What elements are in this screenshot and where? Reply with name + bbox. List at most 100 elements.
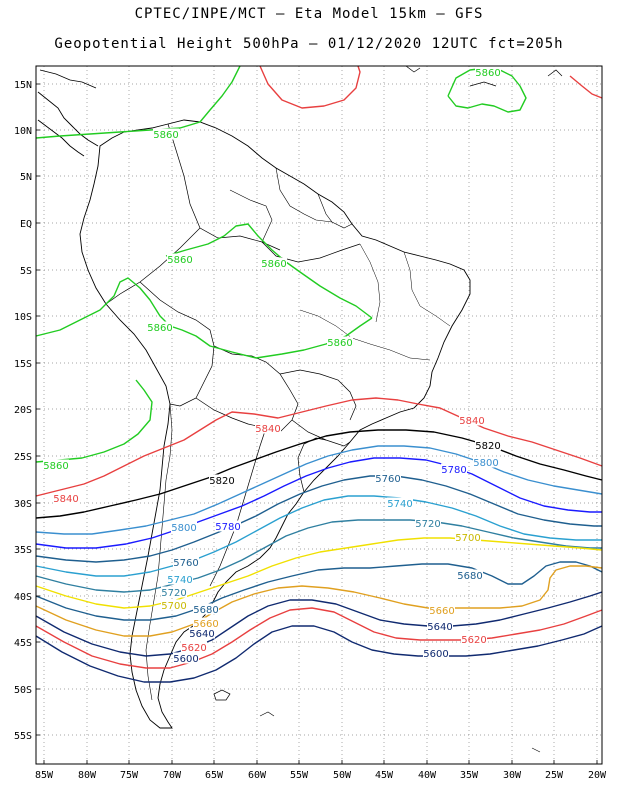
contour-label: 5860 [153,130,178,141]
latitude-label: 50S [14,685,32,696]
latitude-label: 15S [14,359,32,370]
contour-label-background [193,617,219,629]
contour-label-background [327,336,353,348]
latitude-label: 5S [20,266,32,277]
contour-label: 5720 [415,519,440,530]
latitude-label: 10N [14,126,32,137]
contour-label: 5860 [261,259,286,270]
contour-5780-line [35,457,602,549]
contour-label-background [475,439,501,451]
contour-label: 5600 [173,654,198,665]
contour-label-background [423,647,449,659]
contour-label: 5660 [429,606,454,617]
contour-5700-line [35,537,603,609]
contour-5640-line [35,591,603,657]
contour-label: 5860 [327,338,352,349]
longitude-label: 65W [205,770,224,781]
map-frame [35,65,603,765]
contour-label: 5800 [473,458,498,469]
latitude-label: 30S [14,499,32,510]
contour-label: 5800 [171,523,196,534]
contour-5740-line [35,495,602,577]
contour-label: 5840 [459,416,484,427]
contour-label-background [473,456,499,468]
contour-label-background [147,321,173,333]
contour-label-background [193,603,219,615]
contour-label: 5780 [215,522,240,533]
longitude-label: 45W [375,770,394,781]
contour-label-background [429,604,455,616]
contour-5840-line [569,75,603,99]
latitude-label: 10S [14,312,32,323]
longitude-label: 50W [333,770,352,781]
contour-5660-line [35,565,603,637]
contour-label-background [43,459,69,471]
contour-5860-line [35,277,373,359]
latitude-label: 45S [14,638,32,649]
lat-lon-grid [36,66,602,764]
contour-label-background [441,463,467,475]
contour-label-background [171,521,197,533]
contour-label-background [153,128,179,140]
contour-5860-line [35,65,241,139]
longitude-label: 40W [418,770,437,781]
contour-5600-line [35,625,603,683]
contour-label-background [427,620,453,632]
contour-5680-line [35,561,603,621]
contour-label-background [209,474,235,486]
contour-label-background [461,633,487,645]
longitude-label: 70W [163,770,182,781]
longitude-label: 85W [35,770,54,781]
contour-label-background [161,586,187,598]
contour-label-background [455,531,481,543]
contour-label: 5620 [461,635,486,646]
contour-label-background [375,472,401,484]
longitude-label: 20W [588,770,607,781]
contour-label-background [255,422,281,434]
longitude-label: 55W [290,770,309,781]
latitude-label: 20S [14,405,32,416]
latitude-label: 55S [14,731,32,742]
contour-label: 5640 [189,629,214,640]
longitude-label: 25W [545,770,564,781]
contour-label-background [457,569,483,581]
contour-label-background [387,497,413,509]
longitude-label: 60W [248,770,267,781]
latitude-label: 25S [14,452,32,463]
latitude-label: 40S [14,592,32,603]
contour-label: 5760 [375,474,400,485]
contour-label: 5740 [167,575,192,586]
contour-5820-line [35,429,603,519]
contour-label-background [261,257,287,269]
contour-5760-line [35,475,602,563]
contour-label: 5820 [475,441,500,452]
contour-label-background [161,599,187,611]
contour-label: 5620 [181,643,206,654]
contour-5720-line [35,519,602,593]
contour-5860-line [165,223,373,319]
contour-label: 5660 [193,619,218,630]
contour-label: 5640 [427,622,452,633]
map-subtitle: Geopotential Height 500hPa – 01/12/2020 … [54,36,564,52]
contour-label: 5780 [441,465,466,476]
contour-label: 5860 [475,68,500,79]
contour-label: 5820 [209,476,234,487]
latitude-label: 5N [20,172,32,183]
contour-label: 5600 [423,649,448,660]
latitude-label: 15N [14,80,32,91]
contour-label-background [53,492,79,504]
map-title: CPTEC/INPE/MCT – Eta Model 15km – GFS [134,6,484,22]
contour-label-background [475,66,501,78]
contour-label: 5760 [173,558,198,569]
contour-label-background [181,641,207,653]
contour-label-background [415,517,441,529]
contour-label-background [167,573,193,585]
contour-label: 5860 [43,461,68,472]
contour-5800-line [35,445,603,535]
contour-label-background [173,652,199,664]
contour-label-background [459,414,485,426]
contour-label: 5680 [193,605,218,616]
contour-label: 5720 [161,588,186,599]
contour-5840-line [35,397,603,497]
contour-5840-line [259,65,361,109]
